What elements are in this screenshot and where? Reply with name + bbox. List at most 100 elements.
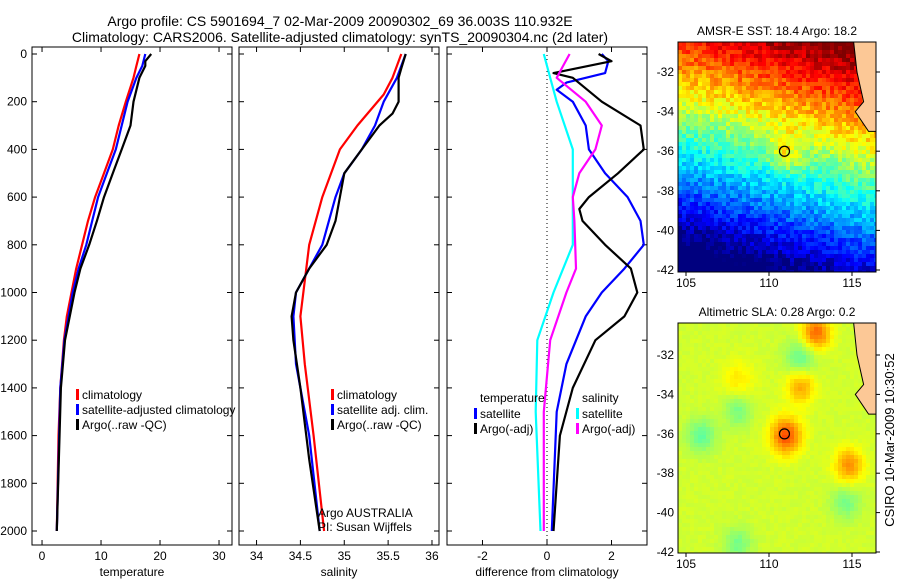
map-cell — [814, 399, 818, 403]
map-cell — [838, 339, 842, 343]
map-cell — [734, 166, 738, 170]
map-cell — [726, 459, 730, 463]
map-cell — [838, 423, 842, 427]
map-cell — [766, 82, 770, 86]
map-cell — [730, 335, 734, 339]
map-cell — [686, 150, 690, 154]
map-cell — [742, 154, 746, 158]
map-cell — [746, 254, 750, 258]
map-cell — [846, 102, 850, 106]
map-cell — [806, 447, 810, 451]
map-cell — [678, 455, 682, 459]
map-cell — [746, 130, 750, 134]
map-cell — [754, 463, 758, 467]
map-cell — [702, 114, 706, 118]
map-cell — [830, 246, 834, 250]
map-cell — [710, 363, 714, 367]
map-cell — [710, 254, 714, 258]
map-cell — [826, 234, 830, 238]
map-cell — [850, 439, 854, 443]
map-cell — [862, 459, 866, 463]
map-cell — [742, 166, 746, 170]
map-cell — [770, 403, 774, 407]
map-cell — [690, 455, 694, 459]
map-cell — [814, 419, 818, 423]
map-cell — [758, 106, 762, 110]
map-cell — [726, 351, 730, 355]
map-cell — [766, 150, 770, 154]
map-cell — [694, 130, 698, 134]
map-cell — [690, 62, 694, 66]
map-cell — [678, 238, 682, 242]
map-cell — [782, 174, 786, 178]
map-cell — [710, 198, 714, 202]
map-cell — [854, 130, 858, 134]
map-cell — [766, 451, 770, 455]
map-cell — [682, 90, 686, 94]
map-cell — [726, 411, 730, 415]
map-cell — [834, 90, 838, 94]
map-cell — [754, 415, 758, 419]
map-cell — [818, 339, 822, 343]
map-cell — [734, 467, 738, 471]
map-cell — [710, 50, 714, 54]
map-cell — [790, 62, 794, 66]
map-cell — [686, 130, 690, 134]
map-cell — [770, 242, 774, 246]
map-cell — [834, 198, 838, 202]
map-cell — [806, 186, 810, 190]
map-cell — [862, 130, 866, 134]
map-cell — [754, 206, 758, 210]
map-cell — [834, 258, 838, 262]
y-tick-label: -32 — [657, 65, 675, 79]
map-cell — [702, 150, 706, 154]
map-cell — [814, 435, 818, 439]
map-cell — [810, 347, 814, 351]
map-cell — [766, 190, 770, 194]
map-cell — [842, 150, 846, 154]
map-cell — [686, 250, 690, 254]
map-cell — [702, 355, 706, 359]
map-cell — [838, 98, 842, 102]
map-cell — [750, 158, 754, 162]
map-cell — [850, 359, 854, 363]
map-cell — [790, 182, 794, 186]
map-cell — [806, 222, 810, 226]
map-cell — [678, 435, 682, 439]
map-cell — [726, 439, 730, 443]
map-cell — [818, 98, 822, 102]
map-cell — [774, 327, 778, 331]
x-tick-label: 115 — [842, 276, 861, 290]
map-cell — [726, 158, 730, 162]
map-cell — [842, 327, 846, 331]
map-cell — [782, 230, 786, 234]
map-cell — [714, 423, 718, 427]
map-cell — [686, 126, 690, 130]
map-cell — [682, 367, 686, 371]
map-cell — [726, 182, 730, 186]
map-cell — [790, 170, 794, 174]
map-cell — [842, 467, 846, 471]
map-cell — [686, 399, 690, 403]
map-cell — [854, 86, 858, 90]
map-cell — [854, 142, 858, 146]
map-cell — [702, 447, 706, 451]
map-cell — [706, 110, 710, 114]
map-cell — [790, 134, 794, 138]
map-cell — [682, 359, 686, 363]
map-cell — [778, 403, 782, 407]
map-cell — [870, 194, 874, 198]
map-cell — [738, 198, 742, 202]
map-cell — [822, 82, 826, 86]
map-cell — [758, 435, 762, 439]
map-cell — [742, 146, 746, 150]
map-cell — [846, 118, 850, 122]
map-cell — [714, 327, 718, 331]
map-cell — [778, 218, 782, 222]
map-cell — [690, 399, 694, 403]
map-cell — [686, 367, 690, 371]
map-cell — [814, 411, 818, 415]
map-cell — [762, 226, 766, 230]
map-cell — [678, 146, 682, 150]
map-cell — [794, 174, 798, 178]
